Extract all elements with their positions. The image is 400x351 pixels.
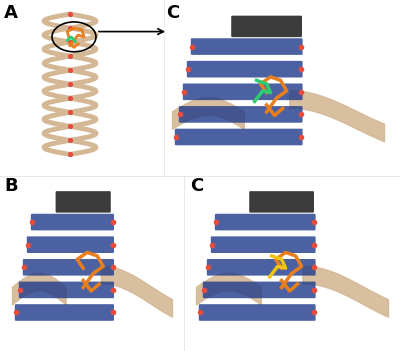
Text: C: C [190,177,203,195]
FancyBboxPatch shape [203,282,316,298]
FancyBboxPatch shape [207,259,316,276]
FancyBboxPatch shape [179,106,302,123]
FancyBboxPatch shape [27,236,114,253]
FancyBboxPatch shape [249,191,314,213]
Text: B: B [4,177,18,195]
Text: A: A [4,4,18,21]
FancyBboxPatch shape [191,38,302,55]
FancyBboxPatch shape [231,16,302,37]
FancyBboxPatch shape [183,84,302,100]
FancyBboxPatch shape [23,259,114,276]
FancyBboxPatch shape [199,304,316,321]
FancyBboxPatch shape [31,214,114,230]
FancyBboxPatch shape [56,191,111,213]
FancyBboxPatch shape [15,304,114,321]
FancyBboxPatch shape [19,282,114,298]
FancyBboxPatch shape [175,129,302,145]
FancyBboxPatch shape [187,61,302,78]
FancyBboxPatch shape [211,236,316,253]
Text: C: C [166,4,179,21]
FancyBboxPatch shape [215,214,316,230]
